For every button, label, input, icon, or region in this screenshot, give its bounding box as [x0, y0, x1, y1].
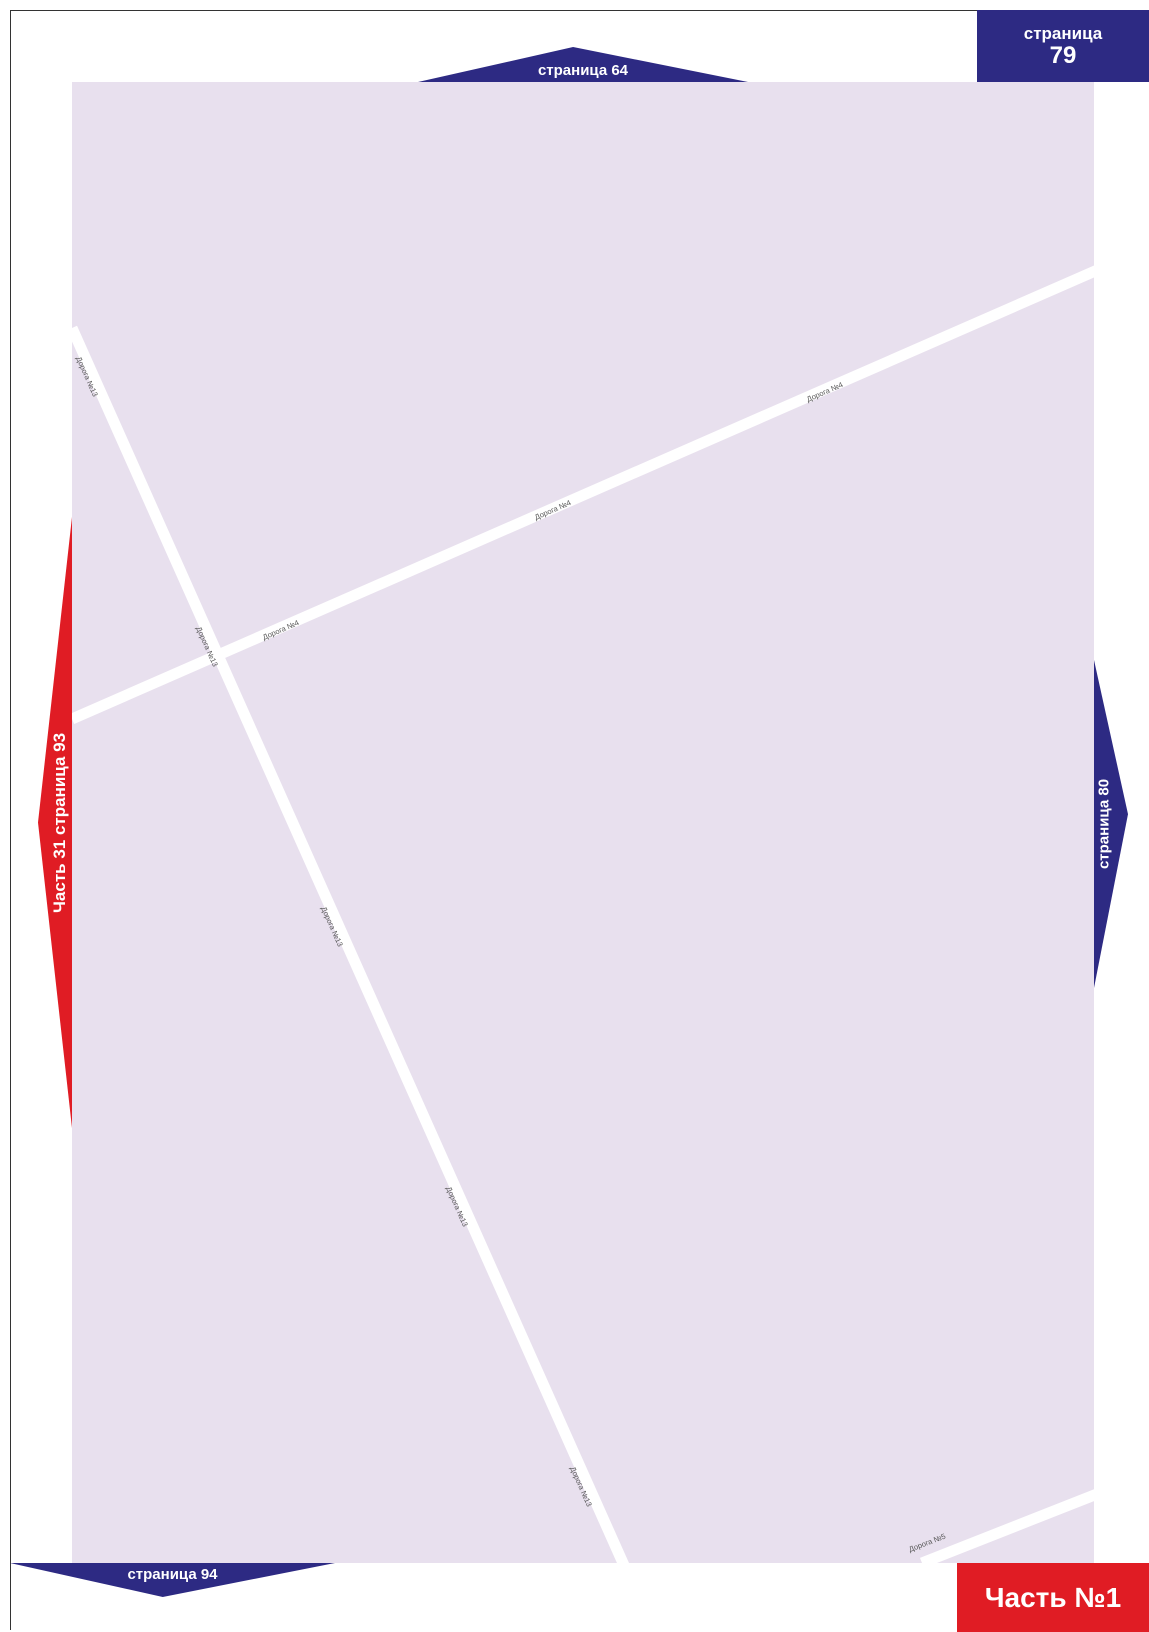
part-badge-label: Часть №1 — [984, 1581, 1122, 1613]
current-page-number: 79 — [1049, 41, 1077, 69]
road-13 — [72, 325, 630, 1563]
map-canvas: Дорога №13 Дорога №13 Дорога №13 Дорога … — [72, 265, 1094, 1563]
page-frame — [10, 10, 1149, 1630]
road-4-label-2: Дорога №4 — [533, 498, 572, 522]
current-page-badge: страница 79 — [977, 10, 1149, 82]
nav-page-94-label: страница 94 — [127, 1566, 218, 1583]
road-5 — [919, 1489, 1094, 1563]
current-page-label: страница — [1023, 23, 1103, 43]
part-badge: Часть №1 — [957, 1563, 1149, 1632]
map-area: Дорога №13 Дорога №13 Дорога №13 Дорога … — [72, 82, 1094, 1563]
nav-page-80-label: страница 80 — [1095, 778, 1113, 870]
nav-page-64-label: страница 64 — [537, 62, 629, 79]
nav-part-31-page-93-label: Часть 31 страница 93 — [50, 732, 69, 913]
road-4 — [72, 265, 1094, 725]
